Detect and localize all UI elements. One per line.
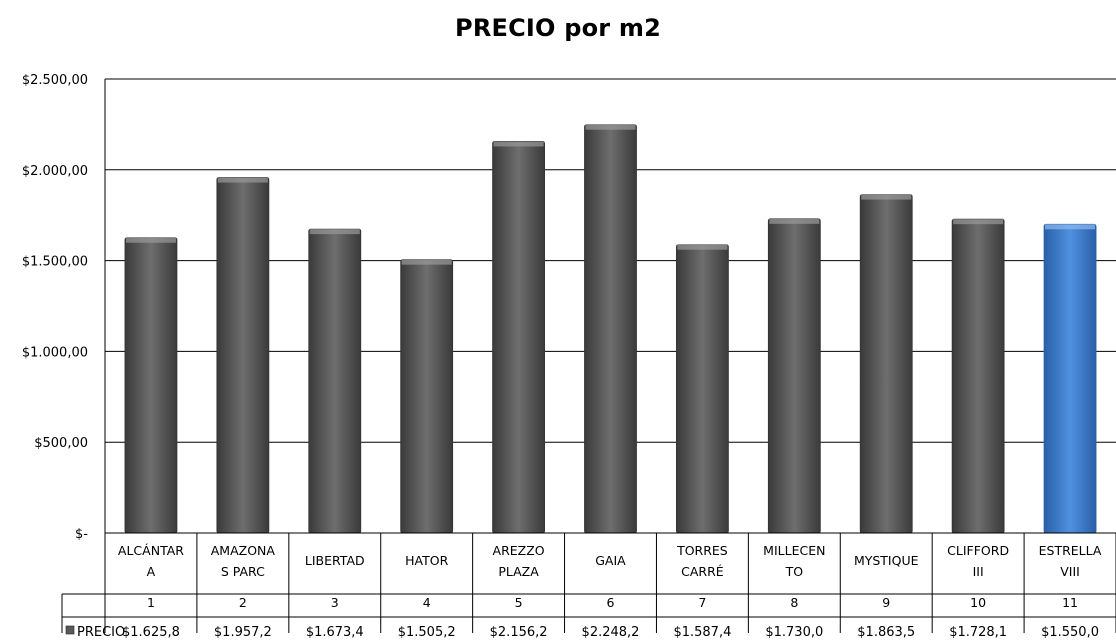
category-index: 9: [882, 595, 890, 610]
category-label: PLAZA: [498, 564, 539, 579]
bar-top-bevel: [861, 194, 912, 200]
data-value-label: $1.863,5: [857, 625, 915, 640]
category-label: ALCÁNTAR: [118, 543, 184, 558]
bar: [859, 194, 913, 534]
bar: [216, 177, 270, 534]
category-label: CLIFFORD: [947, 543, 1009, 558]
data-table: ALCÁNTAR A 1 $1.625,8 AMAZONA S PARC 2 $1.957,2…: [61, 532, 1116, 640]
category-index: 1: [147, 595, 155, 610]
category-label: MYSTIQUE: [854, 553, 919, 568]
category-label: S PARC: [221, 564, 265, 579]
bar-top-bevel: [1045, 224, 1096, 230]
bar: [400, 259, 454, 534]
category-label: VIII: [1060, 564, 1080, 579]
bar: [1043, 223, 1097, 534]
category-label: III: [973, 564, 984, 579]
category-label: LIBERTAD: [305, 553, 365, 568]
data-value-label: $1.550,0: [1041, 625, 1099, 640]
category-index: 3: [331, 595, 339, 610]
category-index: 5: [515, 595, 523, 610]
data-value-label: $1.728,1: [949, 625, 1007, 640]
bar-top-bevel: [401, 259, 452, 265]
category-index: 11: [1062, 595, 1078, 610]
category-index: 2: [239, 595, 247, 610]
bar: [308, 228, 362, 534]
bar-top-bevel: [493, 141, 544, 147]
bar-top-bevel: [217, 177, 268, 183]
category-label: AMAZONA: [211, 543, 276, 558]
data-value-label: $1.957,2: [214, 625, 272, 640]
category-label: AREZZO: [493, 543, 545, 558]
category-index: 6: [607, 595, 615, 610]
y-tick-label: $2.000,00: [22, 164, 88, 179]
bar: [492, 141, 545, 534]
category-label: TO: [785, 564, 804, 579]
bar: [767, 218, 821, 534]
y-axis-ticks: $- $500,00 $1.000,00 $1.500,00 $2.000,00 $2.5…: [22, 73, 88, 542]
legend-label: PRECIO: [77, 625, 125, 640]
category-label: A: [147, 564, 156, 579]
category-label: CARRÉ: [681, 564, 724, 579]
category-index: 10: [970, 595, 986, 610]
y-tick-label: $1.500,00: [22, 255, 88, 270]
category-label: GAIA: [595, 553, 626, 568]
y-tick-label: $2.500,00: [22, 73, 88, 88]
category-label: TORRES: [676, 543, 728, 558]
category-index: 8: [790, 595, 798, 610]
bar-top-bevel: [953, 219, 1004, 225]
data-value-label: $1.587,4: [673, 625, 731, 640]
bar: [124, 237, 178, 534]
bar: [676, 244, 729, 534]
category-label: HATOR: [405, 553, 448, 568]
data-value-label: $1.625,8: [122, 625, 180, 640]
bar-top-bevel: [585, 124, 636, 130]
bar-top-bevel: [309, 229, 360, 235]
y-tick-label: $1.000,00: [22, 345, 88, 360]
bar-top-bevel: [769, 218, 820, 224]
bars: [124, 124, 1097, 534]
category-index: 4: [423, 595, 431, 610]
category-index: 7: [698, 595, 706, 610]
data-value-label: $1.673,4: [306, 625, 364, 640]
data-value-label: $2.248,2: [582, 625, 640, 640]
bar-top-bevel: [125, 237, 176, 243]
y-tick-label: $-: [75, 527, 88, 542]
data-value-label: $1.730,0: [765, 625, 823, 640]
category-label: MILLECEN: [763, 543, 825, 558]
y-tick-label: $500,00: [34, 436, 88, 451]
data-value-label: $2.156,2: [490, 625, 548, 640]
bar-top-bevel: [677, 244, 728, 250]
chart-title: PRECIO por m2: [455, 14, 661, 42]
legend-key: [65, 625, 75, 635]
data-value-label: $1.505,2: [398, 625, 456, 640]
category-label: ESTRELLA: [1039, 543, 1102, 558]
bar: [951, 218, 1005, 534]
bar: [584, 124, 637, 534]
